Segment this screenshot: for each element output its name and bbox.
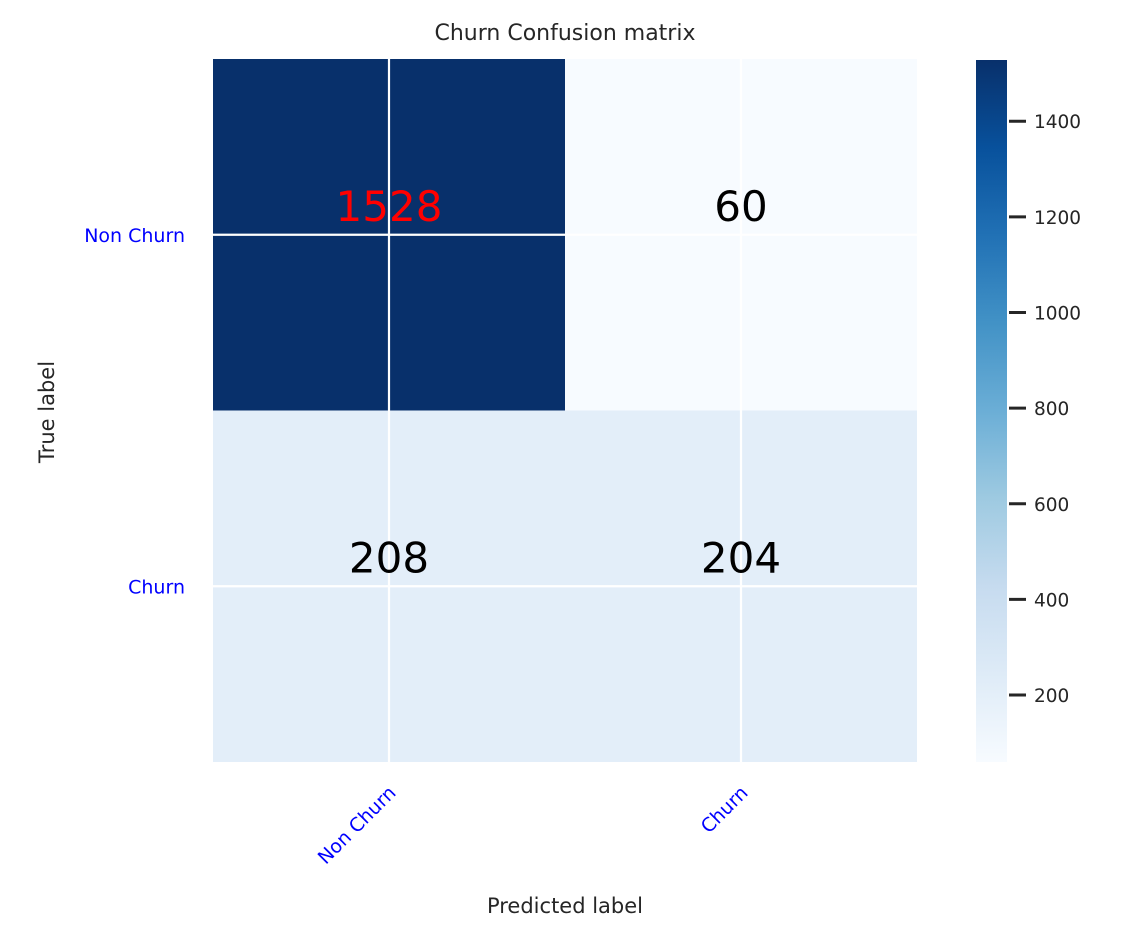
x-axis-ticks: Non Churn Churn — [314, 782, 753, 869]
cell-value-r1-c0: 208 — [349, 533, 429, 582]
colorbar-tick-label-4: 1000 — [1034, 303, 1081, 324]
y-axis-label: True label — [35, 361, 59, 464]
chart-title: Churn Confusion matrix — [435, 21, 696, 46]
x-tick-label-1: Churn — [697, 782, 753, 838]
cell-value-r0-c1: 60 — [714, 182, 767, 231]
colorbar-tick-label-6: 1400 — [1034, 112, 1081, 133]
grid-lines — [213, 59, 917, 762]
colorbar-tick-label-2: 600 — [1034, 495, 1069, 516]
y-axis-ticks: Non Churn Churn — [84, 225, 185, 599]
cell-value-r1-c1: 204 — [701, 533, 781, 582]
x-tick-label-0: Non Churn — [314, 782, 401, 869]
x-axis-label: Predicted label — [487, 894, 643, 918]
y-tick-label-0: Non Churn — [84, 225, 185, 247]
colorbar-ticks: 200 400 600 800 1000 1200 1400 — [1009, 112, 1081, 707]
heatmap-cells — [213, 59, 917, 762]
cell-values: 1528 60 208 204 — [336, 182, 782, 583]
colorbar-tick-label-5: 1200 — [1034, 208, 1081, 229]
y-tick-label-1: Churn — [128, 576, 185, 598]
cell-value-r0-c0: 1528 — [336, 182, 443, 231]
colorbar-tick-label-3: 800 — [1034, 399, 1069, 420]
colorbar — [976, 60, 1007, 762]
colorbar-tick-label-0: 200 — [1034, 686, 1069, 707]
colorbar-tick-label-1: 400 — [1034, 590, 1069, 611]
